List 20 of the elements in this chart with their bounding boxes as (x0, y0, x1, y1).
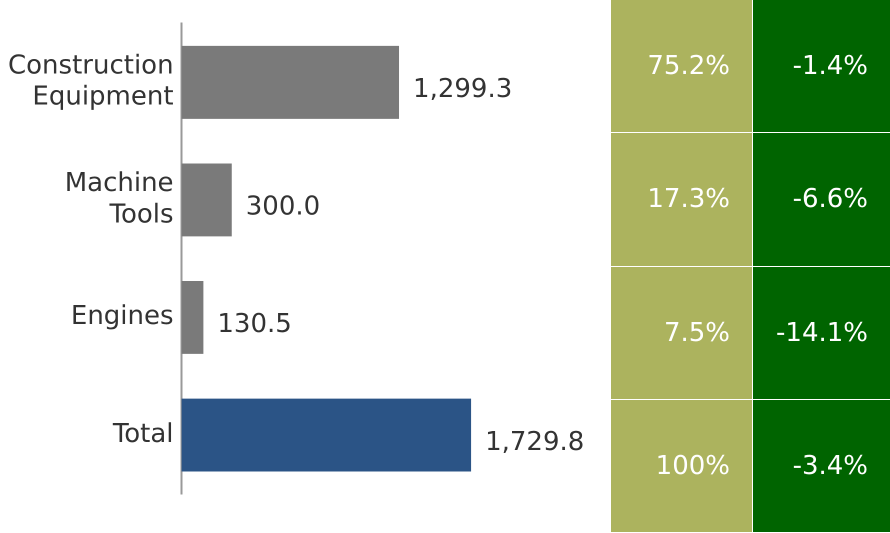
y-tick-label: Machine Tools (64, 168, 174, 230)
text: 7.5% (610, 266, 752, 400)
bar (182, 398, 472, 472)
data-label: 130.5 (217, 309, 292, 340)
bar (182, 46, 400, 119)
y-tick-label: Total (112, 418, 174, 449)
text: 17.3% (610, 133, 752, 266)
text: -3.4% (752, 400, 890, 533)
text: -14.1% (752, 266, 890, 400)
data-label: 1,299.3 (413, 74, 512, 104)
bar (182, 281, 204, 354)
y-tick-label: Engines (70, 301, 174, 332)
data-label: 1,729.8 (485, 426, 584, 457)
text: -1.4% (752, 0, 890, 134)
bar (182, 163, 232, 236)
text: -6.6% (752, 133, 890, 266)
y-tick-label: Construction Equipment (8, 50, 174, 112)
text: 75.2% (610, 0, 752, 134)
text: 100% (610, 400, 752, 533)
data-label: 300.0 (246, 192, 320, 222)
